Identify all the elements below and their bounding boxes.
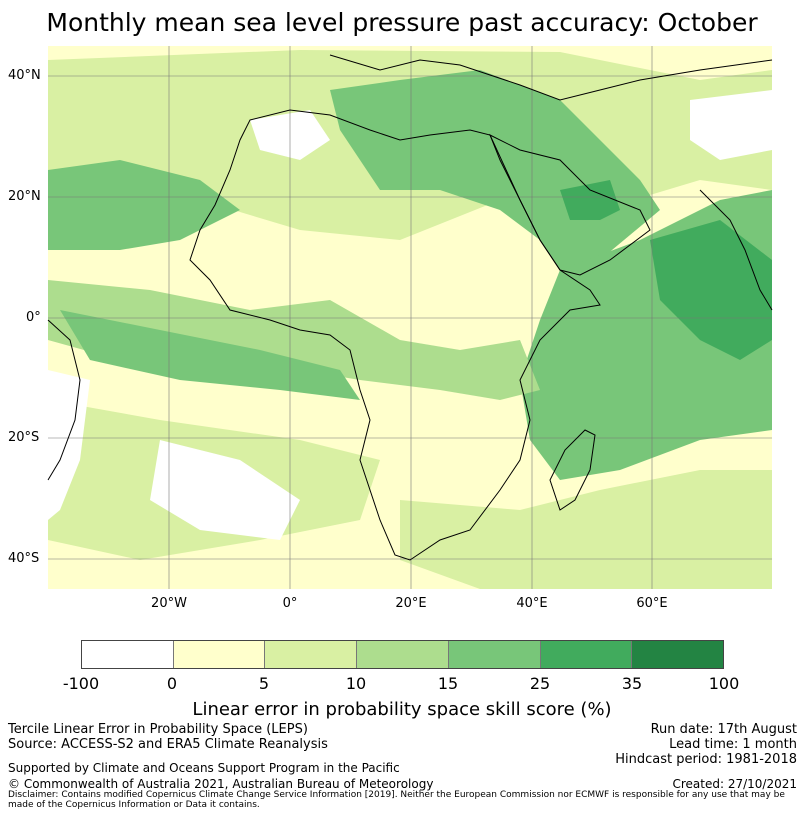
graticule xyxy=(48,46,772,589)
colorbar-segment-5 xyxy=(448,641,541,668)
india-coastline xyxy=(699,189,773,311)
skill-zone-arabian-sea-high xyxy=(650,220,772,360)
skill-map xyxy=(47,46,773,589)
lat-label-40n: 40°N xyxy=(8,68,41,83)
skill-zone-equatorial xyxy=(48,280,540,400)
skill-zone-low-atlantic xyxy=(48,370,90,520)
hindcast-period: Hindcast period: 1981-2018 xyxy=(615,752,797,767)
colorbar-segment-3 xyxy=(265,641,358,668)
colorbar-tick: 0 xyxy=(166,674,178,693)
colorbar xyxy=(81,640,724,669)
support-note: Supported by Climate and Oceans Support … xyxy=(8,761,400,775)
madagascar-coastline xyxy=(549,429,596,511)
arabia-coastline xyxy=(488,133,651,276)
colorbar-tick: 15 xyxy=(437,674,459,693)
lon-label-0: 0° xyxy=(282,596,298,611)
footer-left-line-1: Tercile Linear Error in Probability Spac… xyxy=(8,722,308,737)
skill-zone-red-sea-high xyxy=(560,180,620,220)
coastlines xyxy=(47,54,773,561)
africa-coastline xyxy=(189,109,601,561)
colorbar-tick: 25 xyxy=(529,674,551,693)
lat-label-equator: 0° xyxy=(26,310,41,325)
lon-label-20w: 20°W xyxy=(151,596,187,611)
created-date: Created: 27/10/2021 xyxy=(672,777,797,791)
colorbar-tick: 100 xyxy=(708,674,740,693)
colorbar-tick: 10 xyxy=(345,674,367,693)
colorbar-segment-2 xyxy=(173,641,266,668)
lon-label-40e: 40°E xyxy=(516,596,548,611)
colorbar-segment-4 xyxy=(357,641,449,668)
colorbar-segment-1 xyxy=(82,641,174,668)
copyright: © Commonwealth of Australia 2021, Austra… xyxy=(8,777,434,791)
south-america-coastline xyxy=(47,319,81,481)
disclaimer: Disclaimer: Contains modified Copernicus… xyxy=(8,790,785,810)
lon-label-60e: 60°E xyxy=(636,596,668,611)
lat-label-20s: 20°S xyxy=(8,430,40,445)
lat-label-40s: 40°S xyxy=(8,551,40,566)
map-panel: 40°N 20°N 0° 20°S 40°S 20°W 0° 20°E 40°E… xyxy=(0,40,804,620)
colorbar-segment-6 xyxy=(540,641,633,668)
lat-label-20n: 20°N xyxy=(8,189,41,204)
run-date: Run date: 17th August xyxy=(650,722,797,737)
skill-zone-atlantic-band xyxy=(48,160,240,250)
lon-label-20e: 20°E xyxy=(395,596,427,611)
colorbar-tick: 35 xyxy=(621,674,643,693)
map-title: Monthly mean sea level pressure past acc… xyxy=(46,8,758,37)
colorbar-label: Linear error in probability space skill … xyxy=(192,699,612,720)
colorbar-segment-7 xyxy=(632,641,724,668)
colorbar-tick: -100 xyxy=(62,674,100,693)
skill-zone-low-south xyxy=(150,440,300,540)
skill-zone-gulf-guinea xyxy=(60,310,360,400)
colorbar-tick: 5 xyxy=(258,674,270,693)
lead-time: Lead time: 1 month xyxy=(669,737,797,752)
europe-coastline xyxy=(329,54,773,101)
skill-zone-low-east xyxy=(690,90,772,160)
footer-left-line-2: Source: ACCESS-S2 and ERA5 Climate Reana… xyxy=(8,737,328,752)
